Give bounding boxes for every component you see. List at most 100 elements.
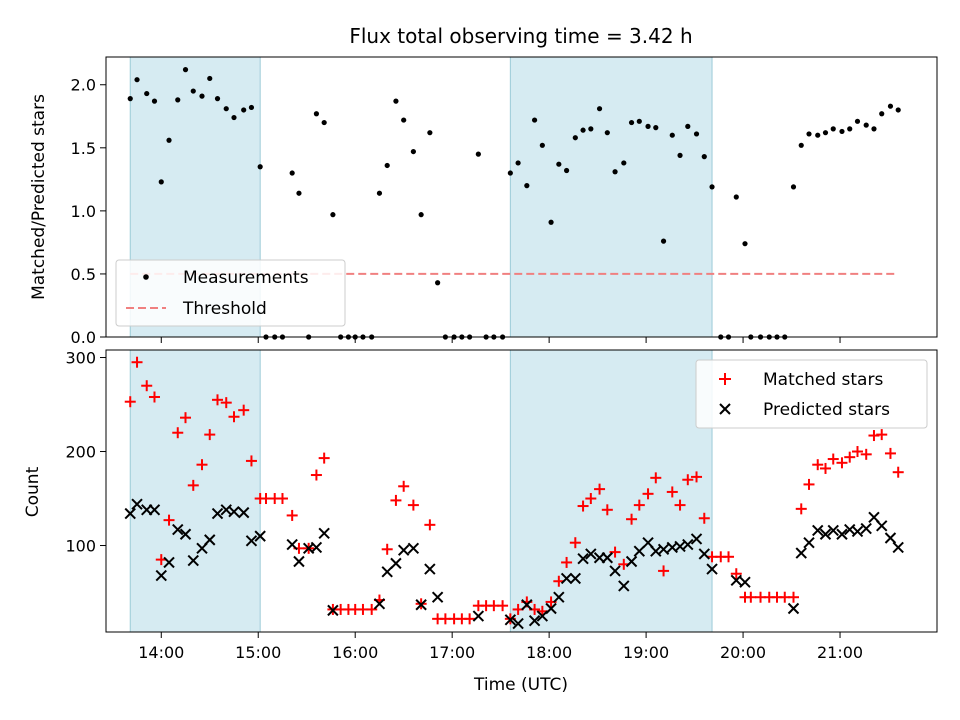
predicted-star-marker [812, 524, 824, 537]
matched-star-marker [601, 504, 613, 516]
predicted-star-marker [397, 544, 410, 556]
predicted-marker-b [836, 528, 848, 540]
predicted-star-marker [633, 545, 646, 557]
predicted-star-marker [254, 530, 266, 542]
x-axis-label: Time (UTC) [473, 675, 568, 695]
measurement-point [790, 184, 797, 190]
matched-star-marker [204, 429, 216, 441]
x-tick-label: 20:00 [720, 643, 766, 662]
matched-star-marker [851, 446, 863, 458]
measurement-point [863, 122, 869, 128]
measurement-point [815, 132, 821, 138]
predicted-star-marker [148, 504, 161, 516]
predicted-star-marker [424, 563, 436, 575]
measurement-point [895, 107, 901, 113]
predicted-star-marker [472, 610, 485, 622]
measurement-point [822, 130, 829, 136]
predicted-marker-b [163, 556, 175, 569]
predicted-marker-b [545, 602, 557, 615]
matched-star-marker [398, 480, 410, 492]
predicted-marker-b [812, 524, 824, 537]
measurement-point [393, 98, 399, 104]
measurement-point [475, 151, 481, 157]
legend-matched-marker [719, 373, 731, 385]
matched-star-marker [381, 543, 393, 555]
matched-star-marker [836, 457, 848, 469]
measurement-point [199, 93, 205, 99]
predicted-star-marker [431, 591, 444, 603]
predicted-star-marker [730, 574, 742, 587]
bottom-y-ticks: 100 200 300 [65, 349, 106, 556]
measurement-point [515, 160, 521, 166]
measurement-point [175, 97, 181, 103]
measurement-point [556, 161, 562, 167]
matched-star-marker [730, 568, 742, 580]
matched-star-marker [180, 412, 192, 424]
predicted-star-marker [293, 555, 305, 568]
predicted-star-marker [795, 547, 807, 559]
matched-star-marker [795, 503, 807, 515]
predicted-marker-b [666, 541, 678, 554]
predicted-marker-b [424, 563, 436, 575]
top-y-axis-label: Matched/Predicted stars [29, 94, 49, 300]
measurement-point [612, 169, 618, 175]
top-y-tick-label: 1.0 [71, 202, 96, 221]
measurement-point [621, 160, 627, 166]
measurement-point [563, 167, 570, 174]
measurement-point [214, 96, 221, 102]
predicted-star-marker [155, 569, 167, 582]
predicted-marker-b [585, 548, 597, 560]
predicted-star-marker [407, 542, 420, 555]
matched-star-marker [745, 591, 757, 603]
predicted-marker-b [397, 544, 410, 556]
predicted-star-marker [860, 522, 872, 535]
predicted-marker-b [293, 555, 305, 568]
predicted-marker-b [868, 511, 880, 524]
measurement-point [580, 127, 586, 133]
matched-star-marker [577, 500, 589, 512]
matched-star-marker [626, 513, 638, 525]
predicted-star-marker [318, 527, 330, 540]
measurement-point [628, 119, 635, 126]
predicted-star-marker [512, 617, 524, 630]
predicted-marker-b [577, 552, 589, 565]
predicted-marker-b [415, 599, 427, 611]
predicted-marker-b [682, 538, 694, 551]
measurement-point [871, 126, 877, 132]
predicted-star-marker [545, 602, 557, 615]
predicted-marker-b [553, 591, 565, 603]
measurement-point [384, 162, 390, 169]
predicted-marker-b [187, 554, 199, 567]
predicted-marker-b [876, 520, 888, 532]
bottom-matched-markers [124, 356, 904, 625]
matched-star-marker [585, 493, 597, 505]
predicted-star-marker [131, 498, 143, 510]
bottom-shaded-interval-1 [129, 349, 261, 633]
measurement-point [134, 77, 140, 83]
predicted-marker-b [390, 557, 402, 570]
predicted-star-marker [682, 538, 694, 551]
predicted-star-marker [884, 532, 897, 544]
predicted-marker-b [650, 545, 662, 557]
measurement-point [733, 194, 739, 200]
bottom-y-tick-label: 100 [65, 537, 96, 556]
matched-star-marker [658, 565, 670, 577]
predicted-marker-b [172, 523, 184, 536]
matched-star-marker [561, 556, 573, 568]
predicted-star-marker [569, 572, 582, 585]
predicted-marker-b [642, 536, 654, 549]
predicted-star-marker [237, 506, 250, 519]
predicted-marker-b [504, 614, 517, 626]
matched-star-marker [318, 452, 330, 464]
measurement-point [182, 67, 189, 73]
measurement-point [701, 154, 707, 160]
predicted-star-marker [504, 614, 517, 626]
matched-star-marker [674, 499, 686, 511]
predicted-marker-b [407, 542, 420, 555]
predicted-star-marker [373, 598, 386, 610]
matched-star-marker [238, 404, 250, 416]
predicted-star-marker [698, 548, 710, 560]
predicted-marker-b [698, 548, 710, 560]
predicted-marker-b [787, 602, 800, 615]
